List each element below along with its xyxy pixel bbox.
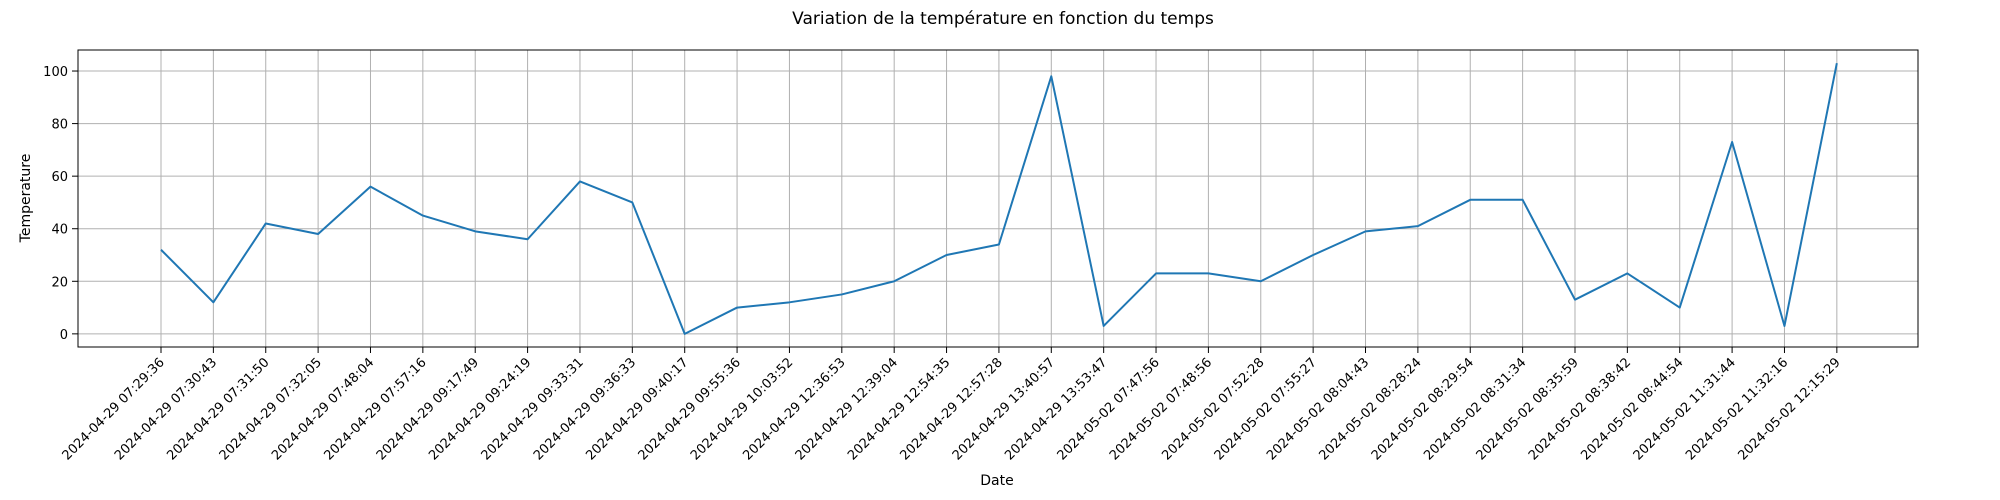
y-tick-label: 0 (60, 328, 68, 343)
x-tick-label: 2024-04-29 09:40:17 (583, 355, 691, 463)
x-tick-label: 2024-05-02 07:48:56 (1107, 355, 1215, 463)
x-tick-label: 2024-04-29 07:30:43 (112, 355, 220, 463)
x-tick-label: 2024-05-02 12:15:29 (1735, 355, 1843, 463)
y-axis-ticks: 0 20 40 60 80 100 (43, 65, 78, 343)
x-tick-label: 2024-04-29 13:40:57 (950, 355, 1058, 463)
x-tick-label: 2024-05-02 08:29:54 (1369, 355, 1477, 463)
x-tick-label: 2024-04-29 12:39:04 (793, 355, 901, 463)
x-tick-label: 2024-04-29 09:17:49 (374, 355, 482, 463)
y-tick-label: 20 (51, 275, 68, 290)
x-tick-label: 2024-04-29 09:24:19 (426, 355, 534, 463)
x-tick-label: 2024-05-02 07:52:28 (1159, 355, 1267, 463)
temperature-series-line (160, 62, 1838, 335)
x-axis-label: Date (980, 473, 1013, 489)
x-tick-label: 2024-04-29 07:31:50 (164, 355, 272, 463)
x-tick-label: 2024-04-29 09:55:36 (636, 355, 744, 463)
y-tick-label: 40 (51, 223, 68, 238)
x-tick-label: 2024-05-02 08:44:54 (1578, 355, 1686, 463)
x-tick-label: 2024-04-29 07:32:05 (217, 355, 325, 463)
x-tick-label: 2024-05-02 08:38:42 (1526, 355, 1634, 463)
x-tick-label: 2024-04-29 07:29:36 (60, 355, 168, 463)
x-tick-label: 2024-04-29 10:03:52 (688, 355, 796, 463)
x-tick-label: 2024-05-02 11:32:16 (1683, 355, 1791, 463)
x-tick-label: 2024-05-02 07:55:27 (1212, 355, 1320, 463)
x-tick-label: 2024-04-29 09:36:33 (531, 355, 639, 463)
x-tick-label: 2024-04-29 13:53:47 (1002, 355, 1110, 463)
x-tick-label: 2024-05-02 08:28:24 (1316, 355, 1424, 463)
plot-frame (77, 49, 1919, 348)
y-tick-label: 100 (43, 65, 68, 80)
y-axis-label: Temperature (18, 154, 34, 244)
x-tick-label: 2024-04-29 12:54:35 (845, 355, 953, 463)
grid-lines (78, 50, 1918, 347)
x-tick-label: 2024-04-29 12:36:53 (740, 355, 848, 463)
chart-title: Variation de la température en fonction … (792, 9, 1214, 29)
x-tick-label: 2024-05-02 07:47:56 (1055, 355, 1163, 463)
x-tick-label: 2024-04-29 09:33:31 (479, 355, 587, 463)
x-tick-label: 2024-05-02 08:35:59 (1474, 355, 1582, 463)
x-tick-label: 2024-04-29 07:57:16 (321, 355, 429, 463)
y-tick-label: 80 (51, 118, 68, 133)
x-tick-label: 2024-04-29 12:57:28 (898, 355, 1006, 463)
x-tick-label: 2024-05-02 08:04:43 (1264, 355, 1372, 463)
x-tick-label: 2024-05-02 11:31:44 (1631, 355, 1739, 463)
y-tick-label: 60 (51, 170, 68, 185)
x-tick-label: 2024-05-02 08:31:34 (1421, 355, 1529, 463)
x-tick-label: 2024-04-29 07:48:04 (269, 355, 377, 463)
